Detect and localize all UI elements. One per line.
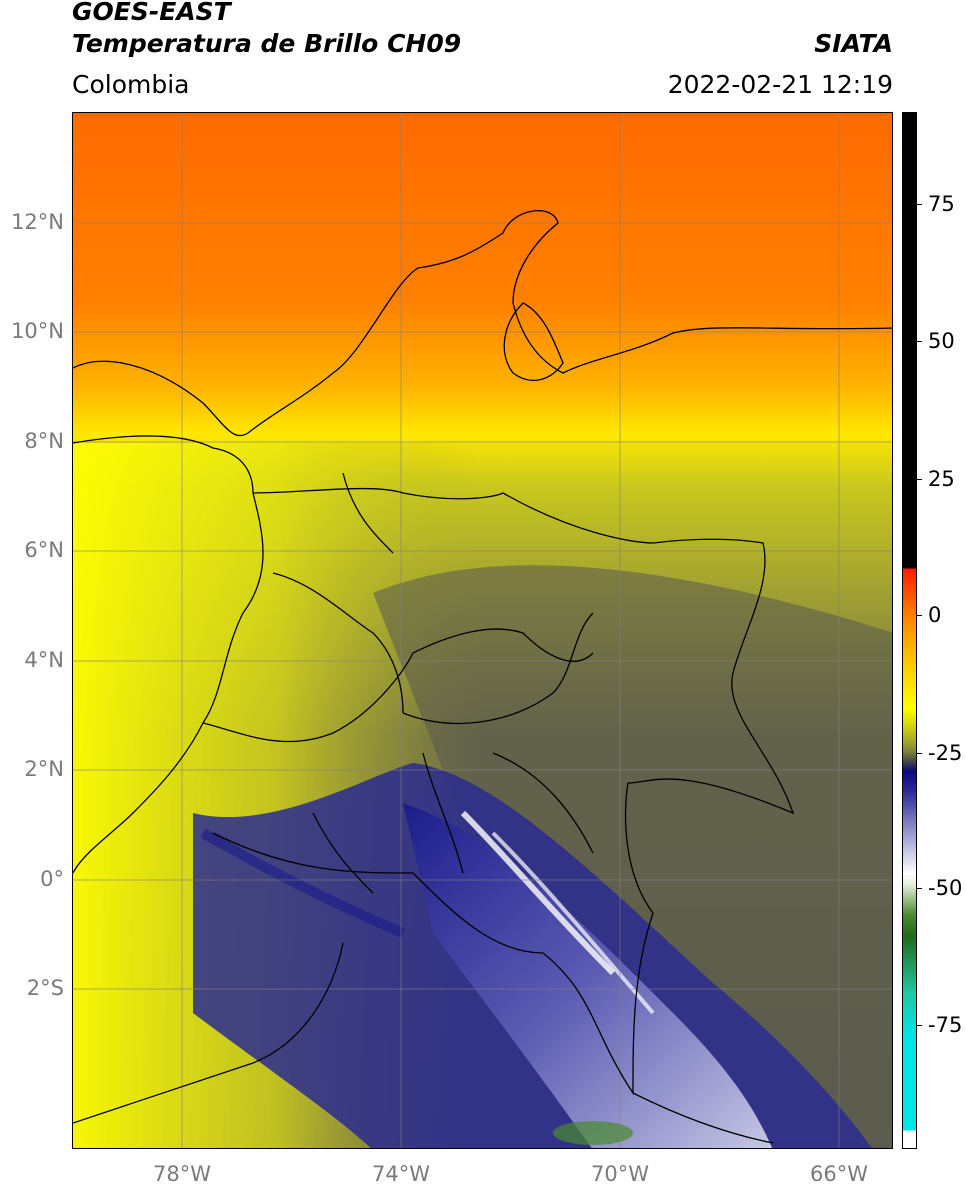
title-line-2: Temperatura de Brillo CH09: [72, 29, 462, 58]
title-line-1: GOES-EAST: [72, 0, 231, 26]
longitude-label: 66°W: [810, 1162, 868, 1186]
colorbar-tick-mark: [917, 1025, 922, 1026]
latitude-label: 8°N: [24, 429, 64, 453]
latitude-label: 0°: [40, 867, 64, 891]
colorbar-tick-mark: [917, 204, 922, 205]
colorbar-tick-label: -75: [928, 1013, 963, 1037]
latitude-label: 2°S: [26, 976, 64, 1000]
colorbar: [902, 112, 917, 1149]
organization-label: SIATA: [814, 29, 893, 58]
longitude-label: 74°W: [372, 1162, 430, 1186]
colorbar-tick-label: 25: [928, 467, 955, 491]
latitude-label: 12°N: [11, 210, 64, 234]
latitude-label: 4°N: [24, 648, 64, 672]
colorbar-tick-mark: [917, 479, 922, 480]
colorbar-tick-label: 0: [928, 603, 942, 627]
region-label: Colombia: [72, 70, 190, 99]
colorbar-tick-label: 75: [928, 192, 955, 216]
colorbar-tick-label: -25: [928, 741, 963, 765]
map-image: [73, 113, 892, 1148]
longitude-label: 70°W: [591, 1162, 649, 1186]
colorbar-tick-label: 50: [928, 329, 955, 353]
latitude-label: 10°N: [11, 319, 64, 343]
datetime-label: 2022-02-21 12:19: [667, 70, 893, 99]
satellite-map: [72, 112, 893, 1149]
colorbar-tick-mark: [917, 753, 922, 754]
colorbar-tick-mark: [917, 341, 922, 342]
latitude-label: 6°N: [24, 538, 64, 562]
latitude-label: 2°N: [24, 757, 64, 781]
colorbar-tick-label: -50: [928, 876, 963, 900]
colorbar-tick-mark: [917, 615, 922, 616]
colorbar-tick-mark: [917, 888, 922, 889]
longitude-label: 78°W: [153, 1162, 211, 1186]
